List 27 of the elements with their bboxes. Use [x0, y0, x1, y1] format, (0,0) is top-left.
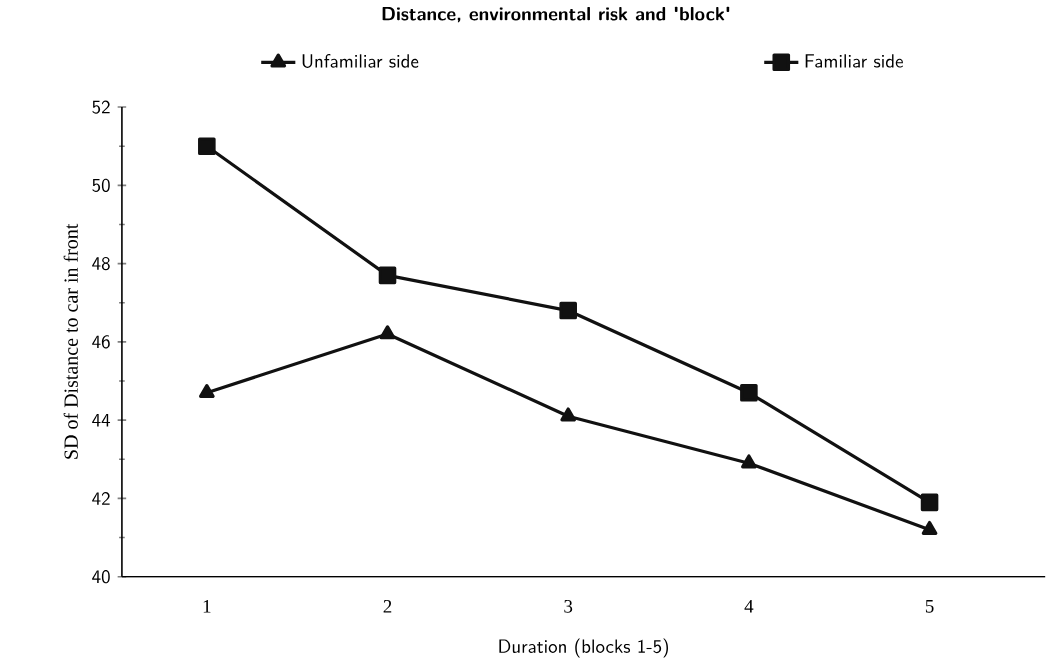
x-tick-label: 1: [203, 600, 211, 613]
y-tick-label: 50: [92, 178, 110, 193]
x-axis-title: Duration (blocks 1-5): [499, 638, 668, 658]
point: [198, 137, 216, 156]
x-tick-label: 2: [383, 600, 392, 613]
point: [741, 454, 757, 469]
y-axis-title: SD of Distance to car in front: [63, 223, 78, 459]
point: [199, 384, 215, 399]
x-tick-label: 5: [925, 600, 934, 613]
point: [920, 493, 939, 512]
point: [560, 407, 577, 422]
point: [559, 301, 577, 320]
point: [740, 384, 758, 402]
x-tick-label: 4: [744, 600, 754, 613]
legend-label: Familiar side: [805, 54, 903, 68]
point: [921, 521, 938, 536]
point: [379, 325, 396, 340]
y-tick-label: 40: [92, 570, 110, 584]
legend-label: Unfamiliar side: [302, 54, 419, 69]
x-tick-label: 3: [564, 600, 573, 613]
point: [378, 266, 397, 285]
chart-title: Distance, environmental risk and 'block': [382, 6, 730, 23]
y-tick-label: 48: [92, 257, 110, 271]
y-tick-label: 44: [92, 414, 111, 427]
y-tick-label: 46: [92, 335, 110, 349]
y-tick-label: 52: [92, 100, 110, 114]
y-tick-label: 42: [92, 492, 110, 506]
